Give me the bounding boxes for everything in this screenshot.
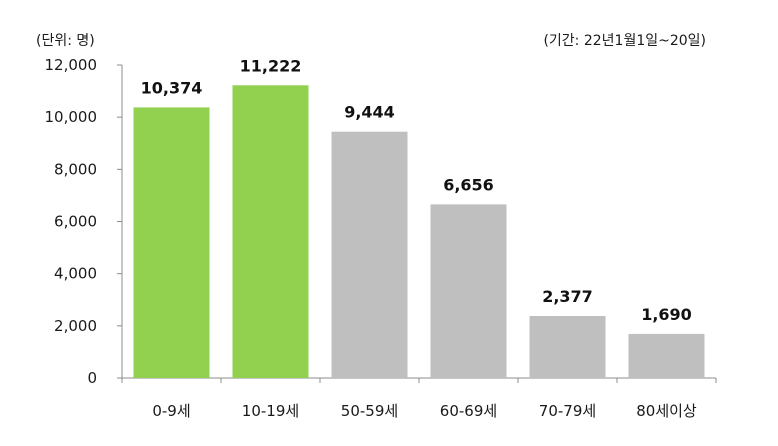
x-category-label: 60-69세 [440, 402, 497, 420]
bar [232, 85, 309, 378]
y-tick-label: 8,000 [54, 160, 97, 178]
period-label: (기간: 22년1월1일~20일) [543, 33, 706, 49]
bar-value-label: 10,374 [141, 78, 203, 97]
y-tick-label: 10,000 [45, 108, 98, 126]
bar [133, 107, 210, 378]
bar-value-label: 11,222 [240, 56, 302, 75]
bar [529, 315, 606, 378]
bar-value-label: 1,690 [641, 305, 692, 324]
y-tick-label: 0 [87, 369, 97, 387]
bars [133, 85, 705, 378]
bar [628, 333, 705, 378]
bar-value-label: 9,444 [344, 103, 395, 122]
x-category-label: 80세이상 [636, 402, 697, 420]
axes: 0 2,000 4,000 6,000 8,000 10,000 12,000 0-9세 10-… [45, 56, 717, 420]
y-tick-label: 4,000 [54, 265, 97, 283]
x-category-label: 0-9세 [152, 402, 190, 420]
value-labels: 10,374 11,222 9,444 6,656 2,377 1,690 [141, 56, 692, 324]
x-category-label: 10-19세 [242, 402, 299, 420]
unit-label: (단위: 명) [36, 33, 95, 49]
x-category-label: 50-59세 [341, 402, 398, 420]
bar-value-label: 6,656 [443, 175, 494, 194]
y-tick-label: 2,000 [54, 317, 97, 335]
bar [430, 204, 507, 378]
bar [331, 131, 408, 378]
y-tick-label: 6,000 [54, 213, 97, 231]
x-category-label: 70-79세 [539, 402, 596, 420]
y-tick-label: 12,000 [45, 56, 98, 74]
bar-value-label: 2,377 [542, 287, 593, 306]
